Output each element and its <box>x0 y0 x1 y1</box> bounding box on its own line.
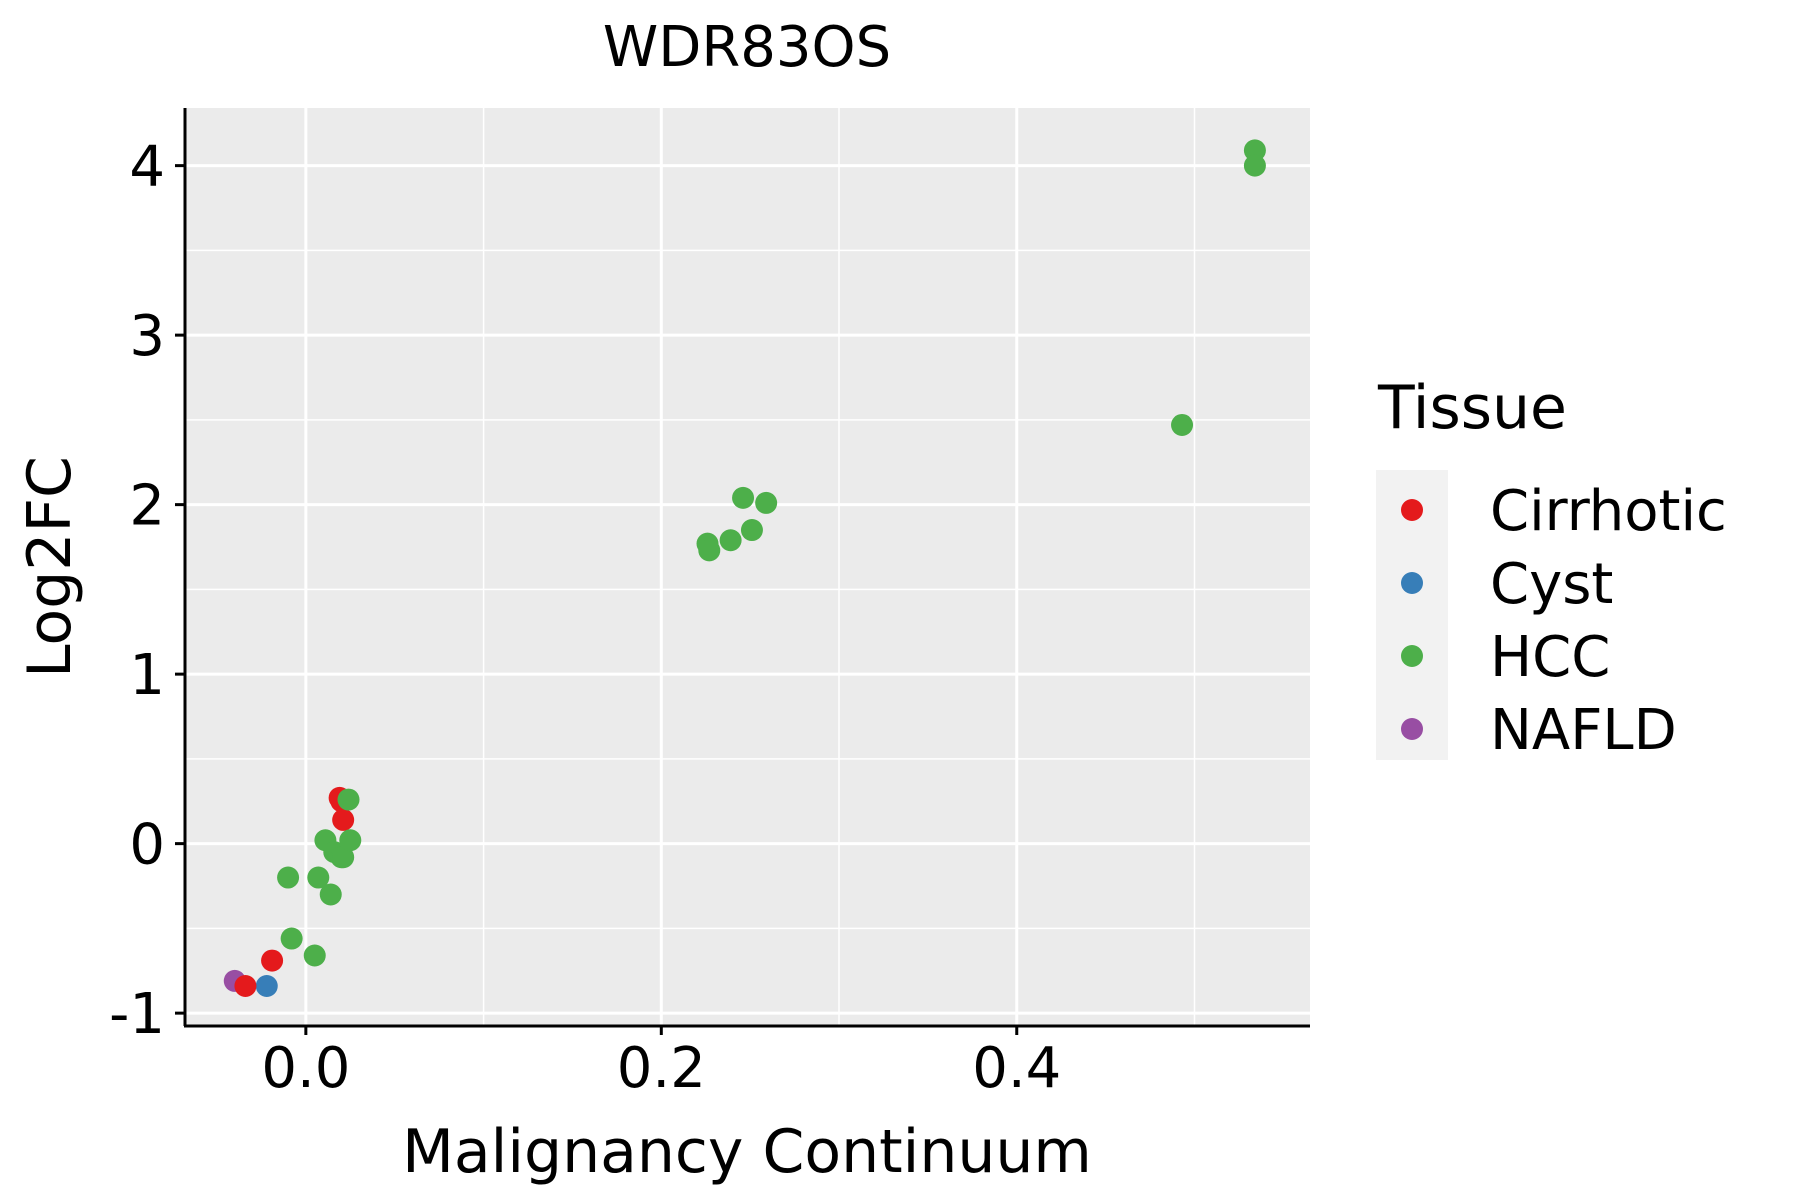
legend-key-cyst <box>1401 572 1423 594</box>
y-tick-label: 0 <box>129 813 165 878</box>
data-point-cirrhotic <box>234 975 257 998</box>
data-point-hcc <box>1243 154 1266 177</box>
x-axis-label: Malignancy Continuum <box>402 1117 1092 1187</box>
y-tick-label: 4 <box>129 135 165 200</box>
data-point-hcc <box>740 519 763 542</box>
legend-label-nafld: NAFLD <box>1490 698 1677 763</box>
x-tick-label: 0.0 <box>261 1036 350 1101</box>
data-points <box>223 139 1266 998</box>
legend-key-cirrhotic <box>1401 499 1423 521</box>
x-tick-label: 0.4 <box>972 1036 1061 1101</box>
data-point-hcc <box>337 788 360 811</box>
y-tick-label: 2 <box>129 474 165 539</box>
legend-key-nafld <box>1401 718 1423 740</box>
data-point-hcc <box>307 866 330 889</box>
data-point-hcc <box>719 529 742 552</box>
y-axis-label: Log2FC <box>15 456 85 678</box>
data-point-hcc <box>339 829 362 852</box>
data-point-cirrhotic <box>332 808 355 831</box>
x-tick-label: 0.2 <box>617 1036 706 1101</box>
data-point-hcc <box>732 486 755 509</box>
legend-label-cirrhotic: Cirrhotic <box>1490 479 1727 544</box>
data-point-hcc <box>698 539 721 562</box>
y-tick-label: 1 <box>129 643 165 708</box>
legend-key-hcc <box>1401 645 1423 667</box>
grid-lines <box>185 108 1310 1025</box>
data-point-hcc <box>277 866 300 889</box>
legend-label-cyst: Cyst <box>1490 552 1613 617</box>
plot-panel <box>185 108 1310 1025</box>
data-point-hcc <box>1243 139 1266 162</box>
data-point-hcc <box>303 944 326 967</box>
legend: Cirrhotic Cyst HCC NAFLD <box>1401 479 1727 763</box>
legend-title: Tissue <box>1377 373 1567 443</box>
y-tick-label: 3 <box>129 304 165 369</box>
data-point-hcc <box>280 927 303 950</box>
data-point-cyst <box>255 975 278 998</box>
y-axis-ticks: -1 0 1 2 3 4 <box>109 135 184 1047</box>
chart-title: WDR83OS <box>603 15 891 80</box>
x-axis-ticks: 0.0 0.2 0.4 <box>261 1026 1061 1101</box>
data-point-hcc <box>319 883 342 906</box>
data-point-hcc <box>1171 413 1194 436</box>
data-point-hcc <box>332 846 355 869</box>
data-point-hcc <box>755 491 778 514</box>
y-tick-label: -1 <box>109 982 165 1047</box>
legend-label-hcc: HCC <box>1490 625 1610 690</box>
data-point-cirrhotic <box>261 949 284 972</box>
